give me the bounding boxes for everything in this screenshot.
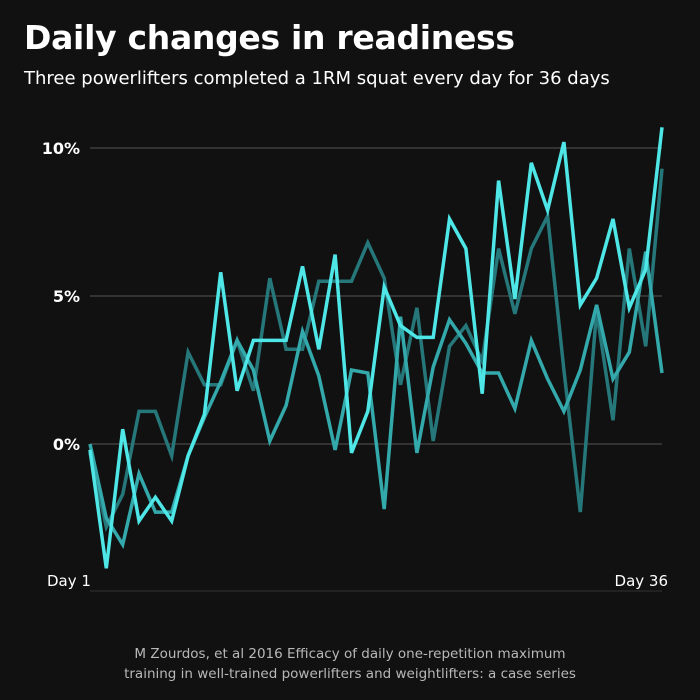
source-note: M Zourdos, et al 2016 Efficacy of daily …	[0, 644, 700, 684]
gridlines	[90, 147, 662, 445]
series-line-1	[88, 127, 664, 569]
x-tick-label: Day 36	[615, 572, 668, 590]
series-line-3	[88, 168, 664, 533]
y-tick-label: 0%	[53, 435, 80, 454]
x-axis-labels: Day 1 Day 36	[47, 572, 668, 590]
chart-title: Daily changes in readiness	[24, 18, 515, 57]
source-line-1: M Zourdos, et al 2016 Efficacy of daily …	[134, 646, 566, 662]
y-axis-labels: 0% 5% 10%	[42, 139, 80, 454]
y-tick-label: 10%	[42, 139, 80, 158]
source-line-2: training in well-trained powerlifters an…	[124, 666, 576, 682]
chart-subtitle: Three powerlifters completed a 1RM squat…	[24, 68, 610, 89]
series-lines	[88, 127, 664, 569]
x-tick-label: Day 1	[47, 572, 91, 590]
y-tick-label: 5%	[53, 287, 80, 306]
